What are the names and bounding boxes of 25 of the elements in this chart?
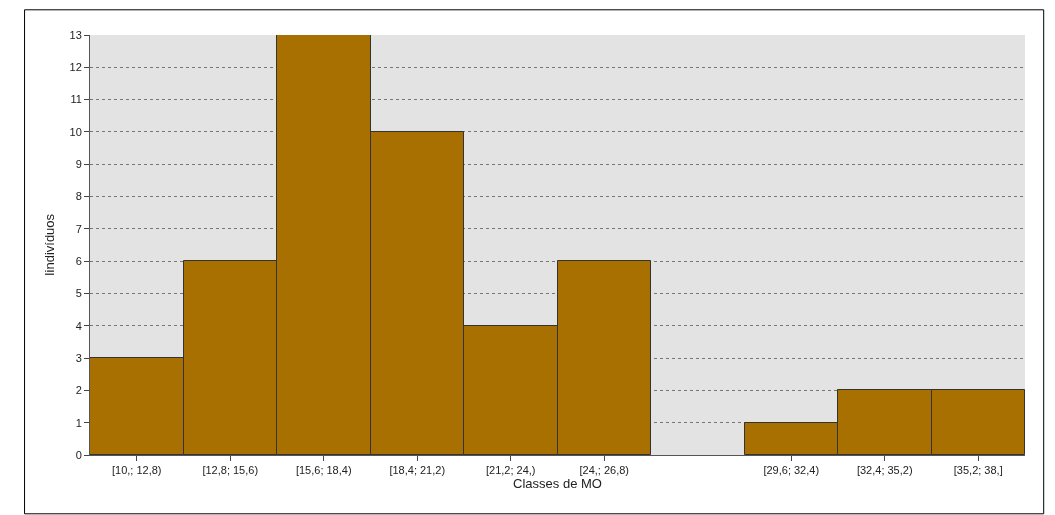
x-tick-label: [21,2; 24,) — [485, 464, 536, 477]
x-tick-label: [24,; 26,8) — [579, 464, 630, 477]
y-tick-label: 10 — [69, 125, 82, 138]
x-tick-label: [29,6; 32,4) — [763, 464, 820, 477]
x-tick-label: [15,6; 18,4) — [295, 464, 352, 477]
y-tick-label: 1 — [75, 416, 82, 429]
x-tick-label: [32,4; 35,2) — [856, 464, 913, 477]
y-tick-label: 2 — [75, 384, 82, 397]
x-axis-title: Classes de MO — [513, 476, 602, 492]
y-tick-label: 3 — [75, 351, 82, 364]
y-tick-label: 13 — [69, 28, 82, 41]
x-tick-label: [10,; 12,8) — [111, 464, 162, 477]
y-tick-label: 6 — [75, 255, 82, 267]
x-tick-label: [35,2; 38,] — [953, 464, 1003, 477]
y-tick-label: 5 — [75, 287, 82, 300]
y-tick-label: 7 — [75, 222, 82, 235]
y-tick-label: 0 — [75, 448, 82, 461]
y-tick-label: 8 — [75, 190, 82, 203]
y-tick-label: 12 — [69, 61, 82, 74]
y-tick-label: 4 — [75, 319, 82, 332]
y-tick-label: 11 — [70, 93, 82, 106]
x-tick-label: [12,8; 15,6) — [202, 464, 259, 477]
y-tick-label: 9 — [75, 158, 82, 171]
y-axis-title: Iindivíduos — [42, 213, 57, 277]
x-tick-label: [18,4; 21,2) — [389, 464, 446, 477]
